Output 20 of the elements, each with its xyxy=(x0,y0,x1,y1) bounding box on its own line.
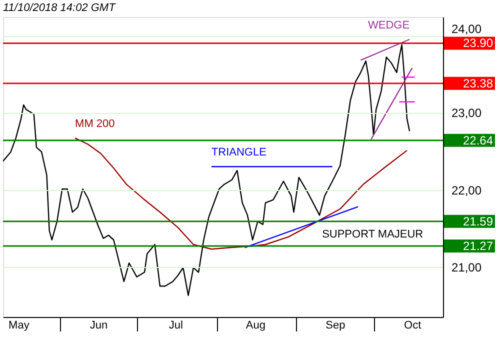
x-tick-label: Oct xyxy=(404,320,422,332)
ref-line-label: 23.38 xyxy=(462,76,494,90)
ref-line-label: 22.64 xyxy=(462,133,494,148)
ref-line-label: 21.27 xyxy=(462,239,494,254)
chart-title: 11/10/2018 14:02 GMT xyxy=(3,2,117,14)
y-tick-label: 24,00 xyxy=(452,22,482,36)
y-tick-label: 23,00 xyxy=(452,106,482,120)
series-label: MM 200 xyxy=(75,118,115,130)
series-label: WEDGE xyxy=(368,19,410,32)
ref-line-label: 23.90 xyxy=(462,36,494,50)
x-tick-label: Jun xyxy=(90,320,108,332)
x-tick-label: May xyxy=(8,320,30,332)
annotation: SUPPORT MAJEUR xyxy=(322,228,424,240)
x-tick-label: Sep xyxy=(326,320,346,332)
ref-line-label: 21.59 xyxy=(462,214,494,228)
x-tick-label: Aug xyxy=(246,320,266,332)
y-tick-label: 22,00 xyxy=(452,183,482,198)
y-tick-label: 21,00 xyxy=(452,260,482,274)
series-label: TRIANGLE xyxy=(211,146,266,159)
x-tick-label: Jul xyxy=(168,320,183,332)
